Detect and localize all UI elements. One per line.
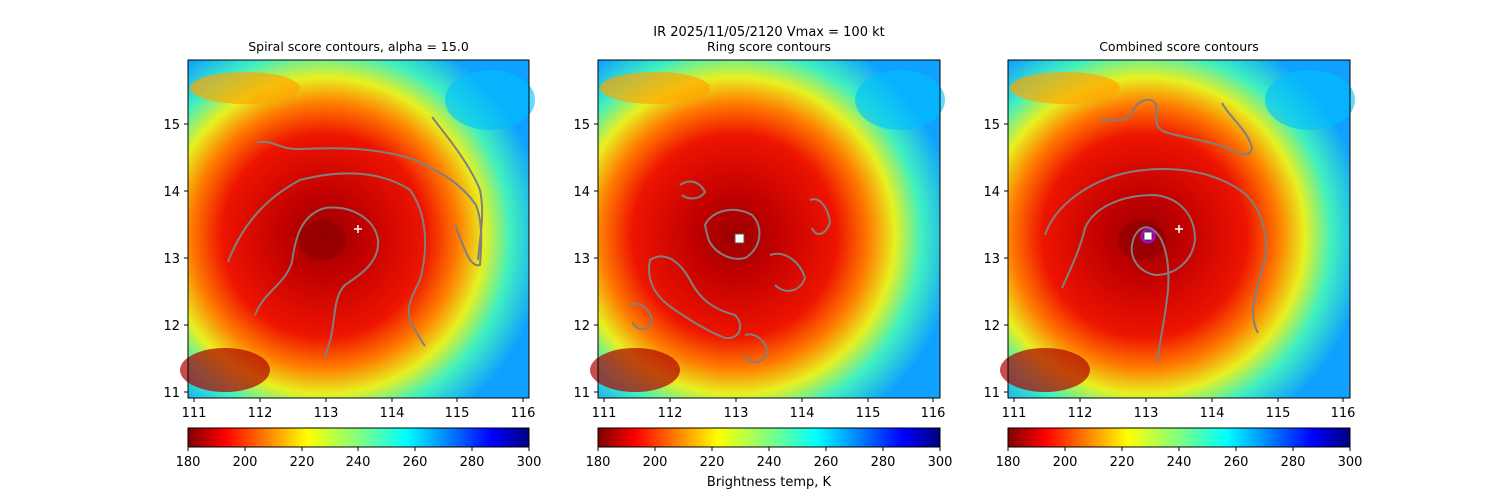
colorbar-tick-label: 200	[643, 455, 668, 470]
panel-title: Ring score contours	[707, 39, 831, 54]
colorbar-tick-label: 260	[1224, 455, 1249, 470]
contour-line	[629, 302, 654, 331]
x-axis	[1013, 398, 1344, 402]
y-tick-label: 11	[163, 386, 180, 401]
colorbar-tick-label: 220	[700, 455, 725, 470]
x-tick-label: 113	[724, 406, 749, 421]
x-tick-label: 114	[1200, 406, 1225, 421]
x-tick-label: 115	[856, 406, 881, 421]
colorbar-tick-label: 200	[233, 455, 258, 470]
contour-line	[431, 116, 484, 261]
contour-line	[743, 333, 770, 364]
contour-line	[679, 180, 707, 200]
y-tick-label: 12	[573, 319, 590, 334]
colorbar-tick-label: 260	[814, 455, 839, 470]
colorbar-tick-label: 240	[1167, 455, 1192, 470]
colorbar: 180 200 220 240 260 280 300 Brightness t…	[586, 427, 953, 490]
x-axis	[603, 398, 934, 402]
colorbar: 180 200 220 240 260 280 300	[996, 427, 1363, 470]
contour-lines	[1044, 98, 1267, 363]
x-tick-label: 116	[1331, 406, 1356, 421]
y-tick-label: 15	[163, 118, 180, 133]
y-axis	[1004, 123, 1008, 393]
axes-frame	[1007, 59, 1351, 399]
x-tick-label: 114	[380, 406, 405, 421]
x-tick-label: 111	[182, 406, 207, 421]
y-tick-label: 13	[163, 252, 180, 267]
center-marker	[734, 233, 745, 244]
contour-line	[1061, 193, 1197, 363]
y-tick-label: 12	[983, 319, 1000, 334]
x-tick-label: 113	[1134, 406, 1159, 421]
colorbar-tick-label: 220	[1110, 455, 1135, 470]
x-tick-label: 112	[658, 406, 683, 421]
colorbar-tick-label: 260	[403, 455, 428, 470]
ir-image	[1000, 60, 1355, 398]
colorbar-tick-label: 220	[290, 455, 315, 470]
colorbar-tick-label: 280	[1281, 455, 1306, 470]
axes-frame	[187, 59, 530, 399]
contour-line	[256, 140, 483, 267]
figure-suptitle: IR 2025/11/05/2120 Vmax = 100 kt	[653, 25, 884, 40]
x-tick-label: 112	[1068, 406, 1093, 421]
colorbar-tick-label: 240	[757, 455, 782, 470]
combined-center-square	[1143, 231, 1153, 241]
ir-image	[590, 60, 945, 398]
colorbar-tick-label: 300	[517, 455, 542, 470]
colorbar-tick-label: 200	[1053, 455, 1078, 470]
x-tick-label: 116	[511, 406, 536, 421]
x-tick-label: 115	[445, 406, 470, 421]
colorbar-tick-label: 280	[871, 455, 896, 470]
panel-spiral: Spiral score contours, alpha = 15.0 111 …	[163, 39, 541, 470]
colorbar-tick-label: 180	[996, 455, 1021, 470]
y-tick-label: 12	[163, 319, 180, 334]
y-tick-label: 15	[983, 118, 1000, 133]
contour-line	[1099, 98, 1254, 156]
colorbar-label: Brightness temp, K	[707, 475, 832, 490]
y-tick-label: 13	[983, 252, 1000, 267]
y-tick-label: 11	[983, 386, 1000, 401]
x-tick-label: 115	[1266, 406, 1291, 421]
y-tick-label: 11	[573, 386, 590, 401]
x-tick-label: 112	[248, 406, 273, 421]
x-tick-label: 113	[314, 406, 339, 421]
contour-line	[703, 208, 761, 260]
center-marker	[1175, 225, 1183, 233]
y-tick-label: 14	[163, 185, 180, 200]
colorbar-tick-label: 280	[460, 455, 485, 470]
contour-line	[1044, 168, 1267, 334]
x-tick-label: 116	[921, 406, 946, 421]
x-axis	[193, 398, 524, 402]
panel-combined: Combined score contours 111 112 113	[983, 39, 1362, 470]
colorbar-tick-label: 240	[346, 455, 371, 470]
y-tick-label: 13	[573, 252, 590, 267]
y-tick-label: 14	[983, 185, 1000, 200]
x-tick-label: 111	[1002, 406, 1027, 421]
x-tick-label: 114	[790, 406, 815, 421]
y-tick-label: 14	[573, 185, 590, 200]
contour-lines	[227, 116, 484, 358]
x-tick-label: 111	[592, 406, 617, 421]
y-tick-label: 15	[573, 118, 590, 133]
colorbar-tick-label: 180	[176, 455, 201, 470]
contour-line	[648, 255, 742, 340]
panel-ring: Ring score contours 111 112 113	[573, 39, 952, 490]
colorbar-tick-label: 300	[1338, 455, 1363, 470]
combined-center-circle	[1140, 228, 1156, 244]
contour-line	[809, 198, 832, 235]
panel-title: Spiral score contours, alpha = 15.0	[248, 39, 469, 54]
panel-title: Combined score contours	[1099, 39, 1259, 54]
y-axis	[594, 123, 598, 393]
colorbar: 180 200 220 240 260 280 300	[176, 427, 542, 470]
contour-line	[227, 172, 427, 347]
axes-frame	[597, 59, 941, 399]
contour-lines	[629, 180, 832, 364]
contour-line	[769, 252, 807, 292]
y-axis	[184, 123, 188, 393]
colorbar-tick-label: 180	[586, 455, 611, 470]
center-marker	[354, 225, 362, 233]
colorbar-tick-label: 300	[928, 455, 953, 470]
contour-line	[254, 206, 380, 358]
